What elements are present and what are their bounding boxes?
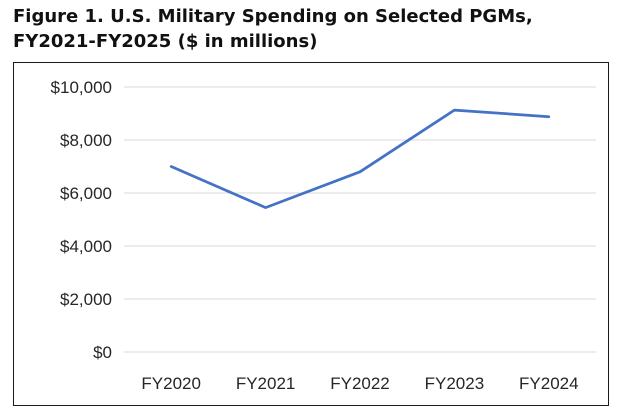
line-chart: $0 $2,000 $4,000 $6,000 $8,000 $10,000 FY2020… xyxy=(51,78,596,393)
figure-title-line-2: FY2021-FY2025 ($ in millions) xyxy=(13,31,318,52)
x-axis-tick-labels: FY2020 FY2021 FY2022 FY2023 FY2024 xyxy=(141,374,578,393)
y-tick-label: $4,000 xyxy=(60,237,112,256)
y-axis-tick-labels: $0 $2,000 $4,000 $6,000 $8,000 $10,000 xyxy=(51,78,112,362)
x-tick-label: FY2023 xyxy=(425,374,485,393)
x-tick-label: FY2021 xyxy=(236,374,296,393)
y-tick-label: $0 xyxy=(93,343,112,362)
series-layer xyxy=(169,108,551,209)
x-tick-label: FY2020 xyxy=(141,374,201,393)
figure-title: Figure 1. U.S. Military Spending on Sele… xyxy=(13,4,613,54)
chart-frame: $0 $2,000 $4,000 $6,000 $8,000 $10,000 FY2020… xyxy=(13,62,609,406)
x-tick-label: FY2022 xyxy=(330,374,390,393)
y-tick-label: $10,000 xyxy=(51,78,112,97)
figure-title-line-1: Figure 1. U.S. Military Spending on Sele… xyxy=(13,6,533,27)
y-tick-label: $2,000 xyxy=(60,290,112,309)
y-tick-label: $6,000 xyxy=(60,184,112,203)
gridlines xyxy=(124,86,596,353)
y-tick-label: $8,000 xyxy=(60,131,112,150)
x-tick-label: FY2024 xyxy=(519,374,579,393)
